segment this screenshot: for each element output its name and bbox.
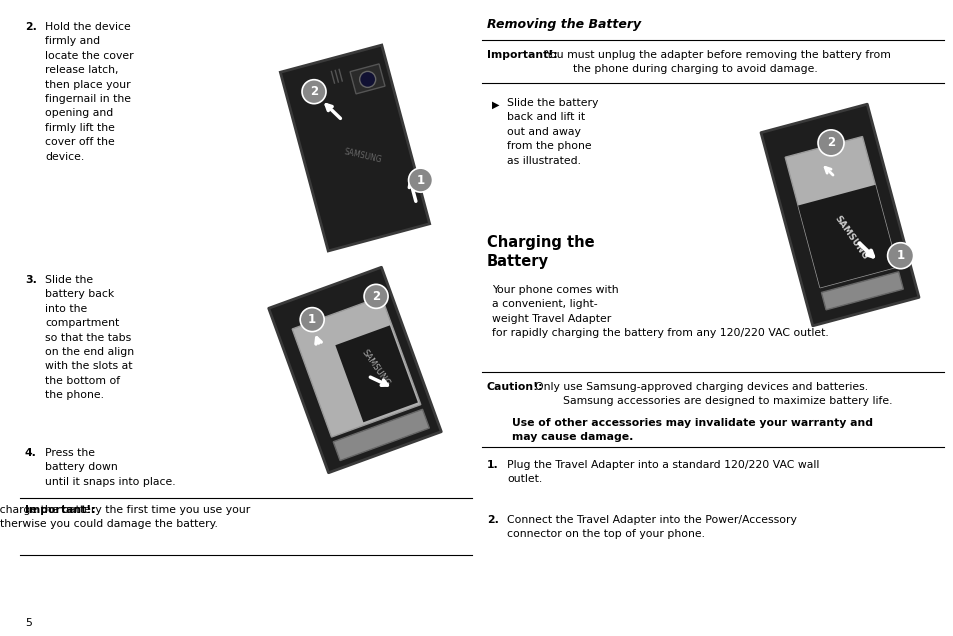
Text: Charging the
Battery: Charging the Battery: [486, 235, 594, 268]
Text: Connect the Travel Adapter into the Power/Accessory
connector on the top of your: Connect the Travel Adapter into the Powe…: [506, 515, 796, 539]
Text: 2: 2: [372, 290, 379, 303]
Text: Slide the battery
back and lift it
out and away
from the phone
as illustrated.: Slide the battery back and lift it out a…: [506, 98, 598, 165]
Text: ▶: ▶: [492, 100, 499, 110]
Text: Only use Samsung-approved charging devices and batteries.
        Samsung access: Only use Samsung-approved charging devic…: [535, 382, 892, 406]
Circle shape: [408, 168, 432, 192]
Circle shape: [359, 71, 375, 87]
Text: 2.: 2.: [486, 515, 498, 525]
Text: You must fully charge the battery the first time you use your
phone, otherwise y: You must fully charge the battery the fi…: [0, 505, 250, 529]
Text: Important!:: Important!:: [25, 505, 95, 515]
Text: SAMSUNG: SAMSUNG: [832, 214, 869, 261]
Circle shape: [886, 243, 913, 268]
Polygon shape: [798, 185, 897, 287]
Text: 4.: 4.: [25, 448, 37, 458]
Text: 1: 1: [416, 174, 424, 186]
Text: 3.: 3.: [25, 275, 37, 285]
Polygon shape: [280, 45, 429, 251]
Circle shape: [817, 130, 843, 156]
Circle shape: [364, 284, 388, 308]
Text: Slide the
battery back
into the
compartment
so that the tabs
on the end align
wi: Slide the battery back into the compartm…: [45, 275, 134, 400]
Text: 2: 2: [310, 85, 317, 98]
Text: 1.: 1.: [486, 460, 498, 470]
Text: You must unplug the adapter before removing the battery from
        the phone d: You must unplug the adapter before remov…: [544, 50, 890, 74]
Text: Removing the Battery: Removing the Battery: [486, 18, 640, 31]
Polygon shape: [292, 296, 420, 437]
Text: Use of other accessories may invalidate your warranty and
may cause damage.: Use of other accessories may invalidate …: [512, 418, 872, 442]
Text: Press the
battery down
until it snaps into place.: Press the battery down until it snaps in…: [45, 448, 175, 487]
Polygon shape: [350, 64, 385, 94]
Text: Important!:: Important!:: [486, 50, 558, 60]
Polygon shape: [760, 104, 918, 326]
Polygon shape: [784, 137, 897, 287]
Text: Plug the Travel Adapter into a standard 120/220 VAC wall
outlet.: Plug the Travel Adapter into a standard …: [506, 460, 819, 485]
Text: 2.: 2.: [25, 22, 37, 32]
Polygon shape: [335, 326, 417, 422]
Text: Caution!:: Caution!:: [486, 382, 543, 392]
Text: 1: 1: [896, 249, 903, 262]
Text: 5: 5: [25, 618, 31, 628]
Text: 2: 2: [826, 136, 834, 149]
Text: Hold the device
firmly and
locate the cover
release latch,
then place your
finge: Hold the device firmly and locate the co…: [45, 22, 133, 162]
Circle shape: [302, 80, 326, 104]
Polygon shape: [821, 272, 902, 310]
Text: Your phone comes with
a convenient, light-
weight Travel Adapter
for rapidly cha: Your phone comes with a convenient, ligh…: [492, 285, 828, 338]
Text: 1: 1: [308, 313, 315, 326]
Polygon shape: [333, 410, 429, 460]
Text: SAMSUNG: SAMSUNG: [342, 148, 382, 165]
Circle shape: [300, 308, 324, 331]
Text: SAMSUNG: SAMSUNG: [359, 348, 391, 388]
Polygon shape: [269, 267, 441, 473]
